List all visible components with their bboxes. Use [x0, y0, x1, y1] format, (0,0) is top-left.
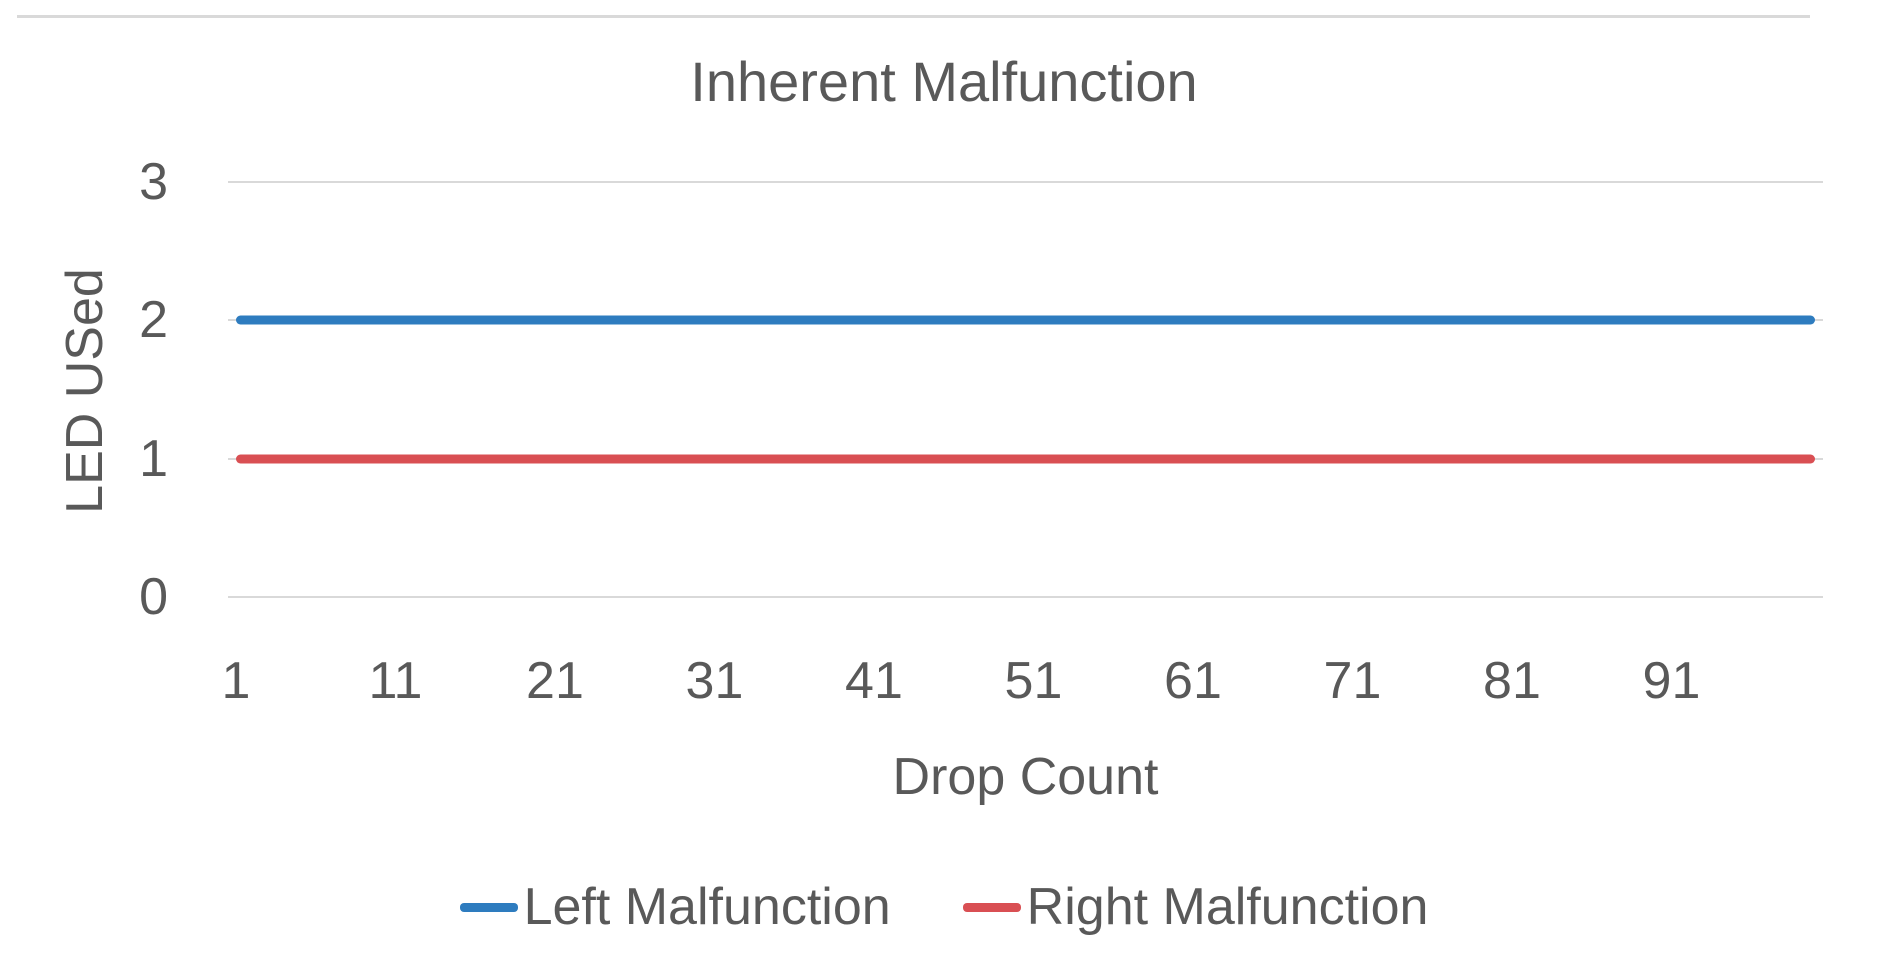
plot-area [228, 181, 1823, 598]
x-tick-label: 41 [845, 652, 903, 710]
x-tick-label: 51 [1004, 652, 1063, 710]
top-divider-line [17, 15, 1810, 18]
x-tick-label: 61 [1164, 652, 1222, 710]
legend-line-swatch-blue [459, 903, 518, 913]
y-axis-tick-labels: 3 2 1 0 [0, 156, 180, 623]
y-tick-label: 1 [139, 429, 168, 488]
series-line-right-malfunction [235, 454, 1816, 464]
x-tick-label: 1 [221, 652, 251, 710]
y-tick-label: 2 [139, 291, 168, 350]
x-tick-label: 21 [526, 652, 584, 710]
gridline [228, 181, 1823, 183]
chart-title: Inherent Malfunction [690, 50, 1198, 113]
x-tick-label: 91 [1642, 652, 1701, 710]
chart-legend: Left Malfunction Right Malfunction [0, 878, 1888, 938]
x-tick-label: 81 [1483, 652, 1541, 710]
legend-line-swatch-red [962, 903, 1021, 913]
gridline [228, 596, 1823, 598]
legend-item-left-malfunction: Left Malfunction [459, 878, 891, 938]
x-tick-label: 71 [1323, 652, 1382, 710]
x-tick-label: 31 [685, 652, 744, 710]
legend-label: Right Malfunction [1026, 878, 1429, 936]
y-tick-label: 3 [139, 153, 168, 211]
x-axis-tick-labels: 1 11 21 31 41 51 61 71 81 91 [222, 652, 1823, 715]
legend-label: Left Malfunction [523, 878, 891, 936]
x-tick-label: 11 [368, 652, 423, 710]
x-axis-title: Drop Count [892, 748, 1159, 806]
legend-item-right-malfunction: Right Malfunction [962, 878, 1429, 938]
y-tick-label: 0 [139, 568, 168, 626]
series-line-left-malfunction [235, 315, 1816, 325]
